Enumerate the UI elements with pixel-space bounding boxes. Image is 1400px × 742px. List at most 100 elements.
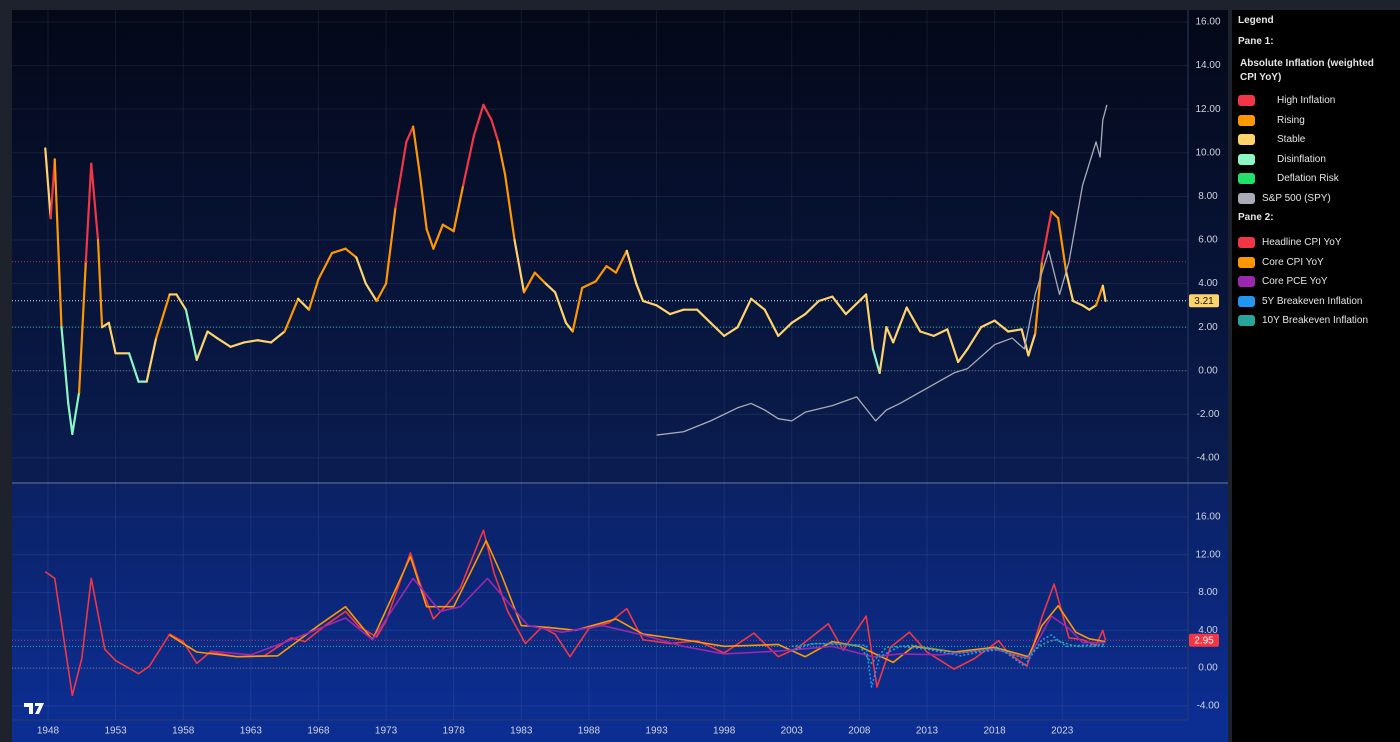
x-tick-label: 1978 [443,726,466,737]
line-segment [497,140,507,176]
line-segment [993,319,1010,333]
legend-swatch [1238,237,1255,249]
line-segment [919,330,935,337]
line-segment [317,251,334,281]
legend: Legend Pane 1: Absolute Inflation (weighte… [1232,10,1400,742]
line-segment [270,330,286,344]
line-segment [1007,328,1023,333]
y-tick-label: 4.00 [1198,625,1218,636]
line-segment [215,336,232,348]
line-segment [84,162,93,263]
line-segment [1065,271,1075,303]
x-tick-label: 2018 [983,726,1006,737]
x-tick-label: 1983 [510,726,533,737]
price-badge [1189,294,1219,308]
line-segment [522,271,536,294]
legend-label: Headline CPI YoY [1262,237,1342,249]
line-segment [533,271,547,285]
line-segment [571,286,584,333]
line-segment [1088,304,1098,311]
line-segment [966,326,983,351]
legend-item: 5Y Breakeven Inflation [1238,292,1394,312]
line-segment [885,326,895,344]
x-tick-label: 1998 [713,726,736,737]
line-segment [441,223,455,233]
line-segment [1094,284,1104,307]
y-tick-label: 16.00 [1195,17,1220,28]
y-tick-label: 12.00 [1195,549,1220,560]
x-tick-label: 2023 [1051,726,1074,737]
legend-label: High Inflation [1277,95,1336,107]
y-tick-label: -2.00 [1197,409,1220,420]
line-segment [1027,332,1037,357]
line-segment [1034,260,1044,335]
legend-item: High Inflation [1238,91,1394,111]
pane-2-background [12,483,1228,720]
line-segment [1081,304,1091,311]
line-segment [544,282,557,294]
line-segment [979,319,996,329]
logo [24,703,44,714]
line-segment [107,321,117,355]
legend-label: Disinflation [1277,153,1326,165]
y-tick-label: 6.00 [1198,235,1218,246]
x-tick-label: 1958 [172,726,195,737]
line-segment [750,297,766,311]
line-segment [804,299,820,316]
line-segment [763,308,780,337]
x-tick-label: 1993 [645,726,668,737]
line-segment [472,103,485,137]
line-segment [709,321,726,337]
line-segment [490,118,500,143]
line-segment [297,297,311,311]
legend-label: Rising [1277,114,1305,126]
line-segment [503,173,516,242]
legend-item: Core PCE YoY [1238,272,1394,292]
line-segment [1040,210,1053,263]
line-segment [128,352,140,383]
legend-label: 10Y Breakeven Inflation [1262,315,1369,327]
line-segment [625,249,638,285]
y-tick-label: 12.00 [1195,104,1220,115]
series-line [44,529,1107,697]
line-segment [614,249,628,274]
legend-swatch [1238,256,1255,268]
line-segment [605,265,618,274]
line-segment [242,339,259,344]
line-segment [723,326,739,337]
y-tick-label: 0.00 [1198,365,1218,376]
line-segment [364,282,378,303]
chart: 16.00 14.00 12.00 10.00 8.00 6.00 4.00 2.00 0.00… [12,10,1228,742]
x-tick-label: 1968 [307,726,330,737]
line-segment [817,295,834,303]
line-segment [67,402,74,436]
line-segment [905,306,922,333]
line-segment [957,347,969,364]
line-segment [412,125,421,176]
x-tick-label: 1988 [578,726,601,737]
y-tick-label: 14.00 [1195,60,1220,71]
line-segment [394,140,408,209]
price-badge [1189,633,1219,647]
line-segment [946,328,960,364]
line-segment [100,321,110,329]
x-tick-label: 1973 [375,726,398,737]
grid [12,10,1188,720]
legend-label: S&P 500 (SPY) [1262,192,1331,204]
line-segment [145,336,158,383]
y-tick-label: 2.00 [1198,322,1218,333]
line-segment [71,391,81,436]
line-segment [1050,210,1060,220]
line-segment [777,321,793,337]
line-segment [878,326,888,375]
price-badge-label: 3.21 [1194,296,1214,307]
legend-swatch [1238,173,1255,185]
series-line [210,577,1106,660]
line-segment [53,158,63,329]
legend-label: Deflation Risk [1277,173,1339,185]
line-segment [865,293,875,351]
x-tick-label: 2003 [781,726,804,737]
line-segment [405,125,415,143]
line-segment [831,295,847,316]
x-tick-label: 1953 [104,726,127,737]
